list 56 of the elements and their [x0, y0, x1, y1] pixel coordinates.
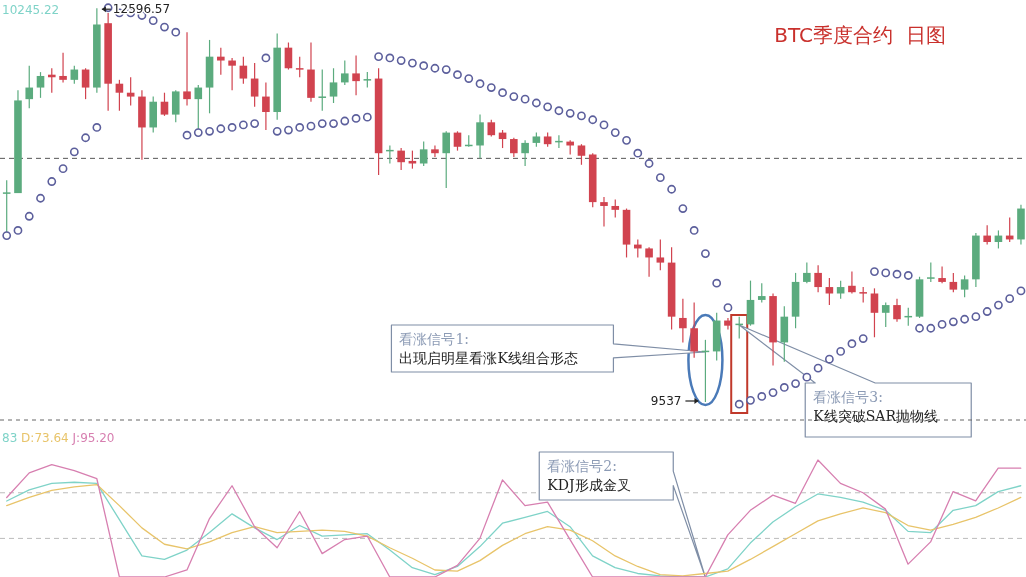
- candlestick: [70, 65, 79, 85]
- candlestick: [25, 65, 34, 109]
- candlestick: [59, 52, 67, 84]
- candlestick: [927, 262, 935, 283]
- candlestick: [262, 81, 270, 131]
- annotation: 看涨信号1: 出现启明星看涨K线组合形态: [399, 331, 578, 366]
- candlestick: [510, 137, 518, 158]
- candlestick: [690, 301, 698, 359]
- candlestick: [160, 92, 169, 117]
- candlestick: [442, 130, 451, 189]
- candlestick: [397, 147, 405, 171]
- candlestick: [577, 143, 586, 166]
- candlestick: [250, 62, 259, 108]
- candlestick: [949, 272, 958, 293]
- candlestick: [611, 198, 620, 219]
- candlestick: [983, 224, 991, 246]
- candlestick: [724, 317, 732, 331]
- candlestick: [521, 139, 529, 167]
- candlestick: [476, 113, 484, 159]
- annotation: 看涨信号3: K线突破SAR抛物线: [813, 389, 938, 424]
- text: 83 D:73.64 J:95.20: [2, 431, 115, 445]
- candlestick: [126, 76, 135, 107]
- candlestick: [679, 298, 687, 344]
- candlestick: [183, 31, 191, 107]
- candlestick: [36, 71, 45, 99]
- candlestick: [656, 238, 665, 271]
- annotation: 12596.57: [112, 2, 171, 17]
- candlestick: [600, 196, 608, 228]
- candlestick: [453, 130, 462, 152]
- candlestick: [318, 68, 327, 112]
- candlestick: [757, 282, 766, 304]
- candlestick: [645, 246, 653, 278]
- candlestick: [217, 47, 225, 76]
- candlestick: [239, 56, 248, 85]
- annotation: 看涨信号2: KDJ形成金叉: [547, 458, 631, 493]
- candlestick: [893, 298, 901, 323]
- candlestick: [329, 67, 338, 104]
- text: BTC季度合约 日图: [774, 23, 946, 47]
- candlestick: [115, 79, 124, 112]
- candlestick: [960, 274, 969, 298]
- candlestick: [340, 59, 349, 86]
- candlestick: [228, 57, 236, 91]
- candlestick: [431, 144, 439, 158]
- candlestick: [419, 141, 428, 167]
- candlestick: [814, 264, 822, 293]
- candlestick: [352, 54, 360, 96]
- candlestick: [803, 262, 811, 284]
- annotation: 10245.22: [2, 3, 60, 17]
- candlestick: [938, 265, 946, 284]
- candlestick: [295, 56, 304, 78]
- candlestick: [171, 89, 180, 123]
- candlestick: [881, 301, 890, 328]
- candlestick: [870, 287, 879, 338]
- candlestick: [81, 67, 90, 100]
- candlestick: [848, 271, 856, 295]
- annotation: 9537: [650, 394, 682, 408]
